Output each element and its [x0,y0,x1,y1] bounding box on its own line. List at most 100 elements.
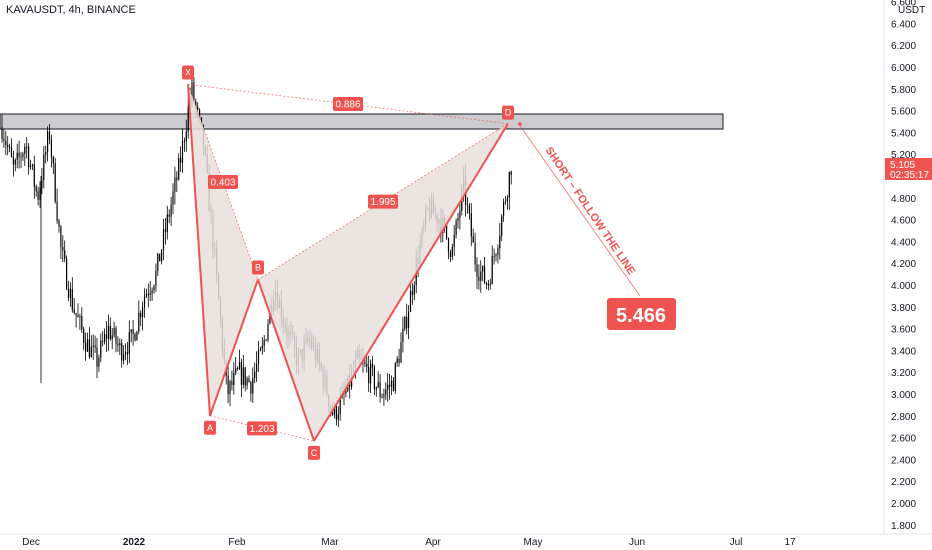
short-projection-line [517,122,641,297]
candle-body [54,163,56,202]
candle-body [86,339,89,352]
candle-body [371,363,374,368]
price-tick-label: 5.600 [891,107,916,118]
candle-body [162,229,165,251]
ratio-label-box [333,97,363,112]
candle-body [111,335,113,339]
ratio-label-box [208,174,238,189]
candle-body [26,146,28,148]
candle-body [244,367,246,386]
candle-body [229,381,231,395]
price-tick-label: 4.200 [891,259,916,270]
candle-body [183,140,185,142]
candle-body [499,235,501,249]
candle-body [476,264,478,277]
candles-group [1,77,512,428]
candle-body [119,343,121,346]
candle-body [3,138,5,141]
candle-body [138,312,140,332]
candle-body [161,250,163,262]
candle-body [370,363,372,384]
price-tick-label: 3.600 [891,325,916,336]
ratio-label-text: 0.886 [335,100,360,111]
candle-body [455,220,457,235]
candle-body [113,328,115,336]
candle-body [9,146,11,148]
candle-body [484,266,486,283]
candle-body [176,177,178,180]
candle-body [79,316,81,318]
target-label-text: 5.466 [616,305,666,327]
candle-body [153,285,155,291]
harmonic-pattern[interactable]: 0.886 0.403 1.995 1.203 X A B C D [182,65,514,460]
candle-body [485,282,488,286]
candle-body [392,380,394,391]
pattern-point-label: C [311,448,318,458]
candle-body [400,342,402,363]
candle-countdown: 02:35:17 [890,170,929,181]
pattern-point-box [182,65,194,80]
time-axis[interactable]: Dec 2022 Feb Mar Apr May Jun Jul 17 [22,537,796,548]
short-annotation-text: SHORT – FOLLOW THE LINE [543,145,638,277]
candle-body [143,297,146,308]
candle-body [389,384,391,387]
candle-body [166,214,168,233]
resistance-zone[interactable] [0,113,724,130]
price-axis-currency: USDT [898,5,925,16]
candle-body [43,154,45,181]
candle-body [402,328,404,343]
candle-body [96,347,98,367]
candle-body [493,256,495,258]
candle-body [33,164,35,187]
time-tick-label: May [524,537,543,548]
ratio-label-text: 1.995 [370,197,395,208]
pattern-point-label: A [207,423,213,433]
candle-body [105,334,108,339]
candle-body [506,197,508,202]
candle-body [385,389,387,395]
symbol-title: KAVAUSDT, 4h, BINANCE [6,4,136,16]
candle-body [151,290,153,294]
price-tick-label: 6.400 [891,19,916,30]
price-tick-label: 6.000 [891,63,916,74]
candle-body [147,294,149,296]
candle-body [50,139,52,158]
candle-body [394,363,396,391]
candle-body [12,156,14,165]
candle-body [94,345,96,348]
price-tick-label: 4.800 [891,194,916,205]
price-tick-label: 2.200 [891,477,916,488]
price-axis[interactable]: 6.600 6.400 6.200 6.000 5.800 5.600 5.400 5.200… [891,0,916,532]
candle-body [66,258,68,289]
candle-body [411,291,413,295]
candle-body [487,284,489,286]
price-tick-label: 6.200 [891,41,916,52]
candle-body [396,358,398,364]
candle-body [235,368,237,373]
price-tick-label: 2.400 [891,455,916,466]
candle-body [373,367,375,390]
candle-body [339,397,341,415]
price-tick-label: 2.000 [891,499,916,510]
candle-body [107,325,109,339]
candle-body [22,153,24,158]
candle-body [18,152,20,157]
candle-body [75,312,77,316]
time-tick-label: Jul [730,537,743,548]
current-price-value: 5.105 [890,160,915,171]
candle-body [181,140,184,163]
candle-body [123,354,125,361]
candle-body [390,380,393,387]
candle-body [149,293,151,295]
candle-body [504,201,507,203]
candle-body [14,159,16,165]
candle-body [90,346,92,358]
candle-body [69,288,71,298]
candle-body [508,171,510,198]
candle-body [130,329,132,333]
time-tick-label: Jun [629,537,645,548]
candle-body [142,307,144,318]
candle-body [383,394,385,398]
price-tick-label: 2.600 [891,434,916,445]
